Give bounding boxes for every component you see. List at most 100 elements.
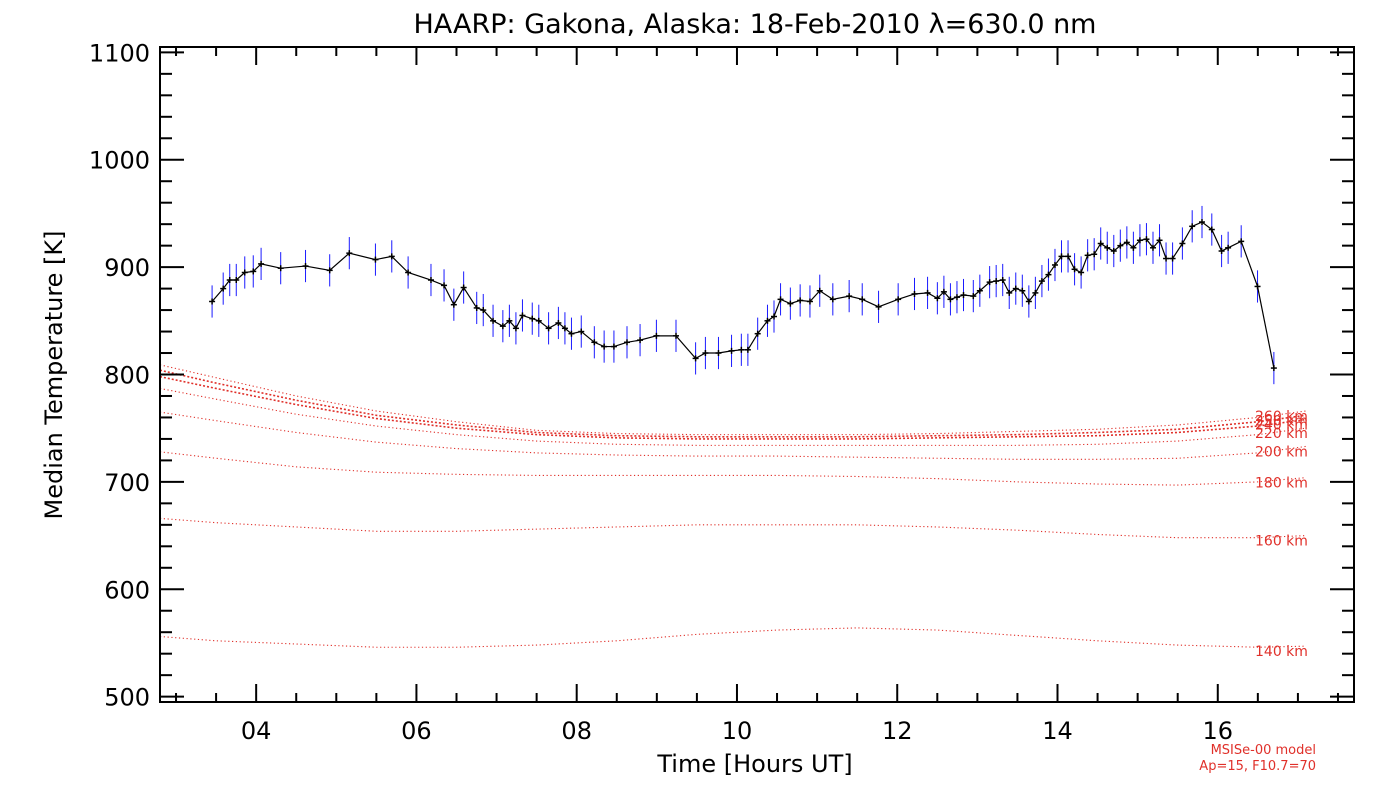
model-curve-label: 220 km	[1255, 426, 1308, 442]
data-point	[692, 355, 699, 362]
data-point	[209, 298, 216, 305]
data-point	[529, 315, 536, 322]
data-point	[506, 317, 513, 324]
data-point	[512, 325, 519, 332]
data-point	[326, 267, 333, 274]
x-tick-label: 12	[882, 717, 913, 745]
data-point	[970, 293, 977, 300]
data-point	[1143, 236, 1150, 243]
data-point	[744, 346, 751, 353]
data-point	[490, 317, 497, 324]
data-point	[405, 269, 412, 276]
data-point	[226, 277, 233, 284]
data-point	[610, 343, 617, 350]
data-point	[875, 303, 882, 310]
data-point	[816, 287, 823, 294]
data-point	[1078, 269, 1085, 276]
x-tick-label: 14	[1042, 717, 1073, 745]
model-curve-label: 200 km	[1255, 444, 1308, 460]
data-point	[934, 295, 941, 302]
x-tick-label: 06	[401, 717, 432, 745]
data-point	[372, 256, 379, 263]
model-curves	[159, 364, 1307, 648]
data-point	[806, 298, 813, 305]
data-point	[480, 307, 487, 314]
model-curve	[159, 364, 1306, 436]
data-point	[460, 284, 467, 291]
data-point	[1117, 242, 1124, 249]
y-tick-label: 900	[104, 254, 150, 282]
model-curve-label: 260 km	[1255, 409, 1308, 425]
data-point	[754, 330, 761, 337]
model-curve-label: 180 km	[1255, 476, 1308, 492]
model-curve-label: 240 km	[1255, 418, 1308, 434]
data-point	[1163, 255, 1170, 262]
data-point	[653, 332, 660, 339]
data-point	[797, 297, 804, 304]
x-tick-label: 10	[722, 717, 753, 745]
data-point	[1045, 271, 1052, 278]
data-point	[787, 300, 794, 307]
x-tick-label: 16	[1202, 717, 1233, 745]
data-point	[1218, 248, 1225, 255]
data-point	[591, 339, 598, 346]
data-point	[441, 282, 448, 289]
data-point	[940, 288, 947, 295]
data-point	[535, 317, 542, 324]
data-point	[960, 292, 967, 299]
tick-labels: 04 06 08 10 12 14 16 500 600 700 800 900 1000 1100 140…	[89, 39, 1308, 745]
model-curve	[159, 411, 1306, 460]
data-point	[258, 260, 265, 267]
y-tick-label: 1100	[89, 39, 150, 67]
data-point	[1189, 223, 1196, 230]
y-tick-label: 500	[104, 684, 150, 712]
data-point	[1032, 289, 1039, 296]
data-point	[953, 294, 960, 301]
data-point	[924, 289, 931, 296]
data-point	[302, 263, 309, 270]
y-tick-label: 800	[104, 362, 150, 390]
data-point	[346, 250, 353, 257]
data-point	[1169, 255, 1176, 262]
data-point	[637, 337, 644, 344]
model-curve	[159, 517, 1306, 539]
data-point	[846, 293, 853, 300]
data-point	[250, 268, 257, 275]
model-curve	[159, 451, 1306, 486]
data-point	[1019, 287, 1026, 294]
data-point	[1104, 244, 1111, 251]
axis-ticks	[160, 47, 1354, 702]
data-point	[623, 339, 630, 346]
data-point	[1051, 261, 1058, 268]
data-point	[728, 347, 735, 354]
data-point	[601, 343, 608, 350]
data-point	[233, 277, 240, 284]
data-point	[986, 279, 993, 286]
data-point	[1097, 240, 1104, 247]
data-point	[1238, 238, 1245, 245]
data-point	[1270, 365, 1277, 372]
y-tick-label: 600	[104, 576, 150, 604]
data-point	[1058, 253, 1065, 260]
data-point	[702, 350, 709, 357]
model-curve	[159, 375, 1307, 440]
data-point	[1225, 244, 1232, 251]
data-point	[1006, 289, 1013, 296]
model-curve	[159, 627, 1306, 648]
data-point	[388, 253, 395, 260]
x-tick-label: 08	[561, 717, 592, 745]
data-point	[829, 296, 836, 303]
data-point	[764, 317, 771, 324]
data-point	[976, 287, 983, 294]
data-point	[555, 319, 562, 326]
data-point	[993, 278, 1000, 285]
x-axis-title: Time [Hours UT]	[656, 750, 852, 778]
model-curve-label: 250 km	[1255, 413, 1308, 429]
model-curve-label: 140 km	[1255, 644, 1308, 660]
data-point	[1025, 298, 1032, 305]
data-point	[777, 296, 784, 303]
x-tick-label: 04	[241, 717, 272, 745]
data-point	[1156, 237, 1163, 244]
